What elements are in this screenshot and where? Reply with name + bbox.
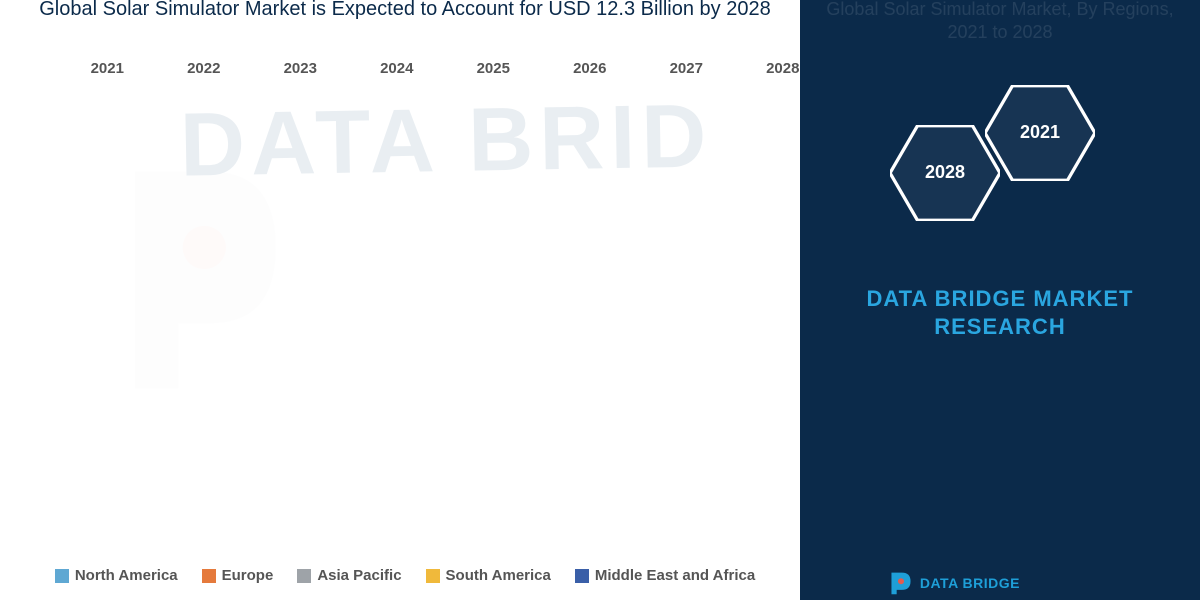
legend-swatch xyxy=(202,569,216,583)
legend-label: South America xyxy=(446,567,551,584)
legend-label: Asia Pacific xyxy=(317,567,401,584)
legend-label: North America xyxy=(75,567,178,584)
legend-swatch xyxy=(426,569,440,583)
x-axis-label: 2026 xyxy=(573,60,606,77)
hex-badges: 2028 2021 xyxy=(890,85,1110,255)
legend-item: North America xyxy=(55,567,178,584)
chart-panel: DATA BRID Global Solar Simulator Market … xyxy=(0,0,800,600)
legend-swatch xyxy=(575,569,589,583)
x-axis-label: 2028 xyxy=(766,60,799,77)
legend-label: Europe xyxy=(222,567,274,584)
brand-text: DATA BRIDGE MARKET RESEARCH xyxy=(867,285,1134,342)
x-axis-label: 2021 xyxy=(91,60,124,77)
hex-2021: 2021 xyxy=(985,85,1095,181)
footer-logo-icon xyxy=(888,570,914,596)
hex-2021-label: 2021 xyxy=(1020,122,1060,143)
legend-item: Asia Pacific xyxy=(297,567,401,584)
brand-line1: DATA BRIDGE MARKET xyxy=(867,285,1134,314)
right-panel-title: Global Solar Simulator Market, By Region… xyxy=(825,0,1175,45)
root: DATA BRID Global Solar Simulator Market … xyxy=(0,0,1200,600)
x-axis-label: 2023 xyxy=(284,60,317,77)
x-axis-label: 2022 xyxy=(187,60,220,77)
legend-item: Middle East and Africa xyxy=(575,567,755,584)
legend-label: Middle East and Africa xyxy=(595,567,755,584)
brand-line2: RESEARCH xyxy=(867,313,1134,342)
hex-2028: 2028 xyxy=(890,125,1000,221)
hex-2028-label: 2028 xyxy=(925,162,965,183)
right-panel: Global Solar Simulator Market, By Region… xyxy=(800,0,1200,600)
legend-item: South America xyxy=(426,567,551,584)
legend-item: Europe xyxy=(202,567,274,584)
x-axis-label: 2027 xyxy=(670,60,703,77)
x-axis-label: 2025 xyxy=(477,60,510,77)
legend-swatch xyxy=(55,569,69,583)
footer-logo: DATA BRIDGE xyxy=(888,570,1020,596)
legend-swatch xyxy=(297,569,311,583)
chart-title: Global Solar Simulator Market is Expecte… xyxy=(30,0,780,22)
legend: North America Europe Asia Pacific South Ame… xyxy=(30,567,780,590)
plot-area: 20212022202320242025202620272028 xyxy=(30,42,780,539)
footer-logo-text: DATA BRIDGE xyxy=(920,575,1020,591)
x-axis-label: 2024 xyxy=(380,60,413,77)
